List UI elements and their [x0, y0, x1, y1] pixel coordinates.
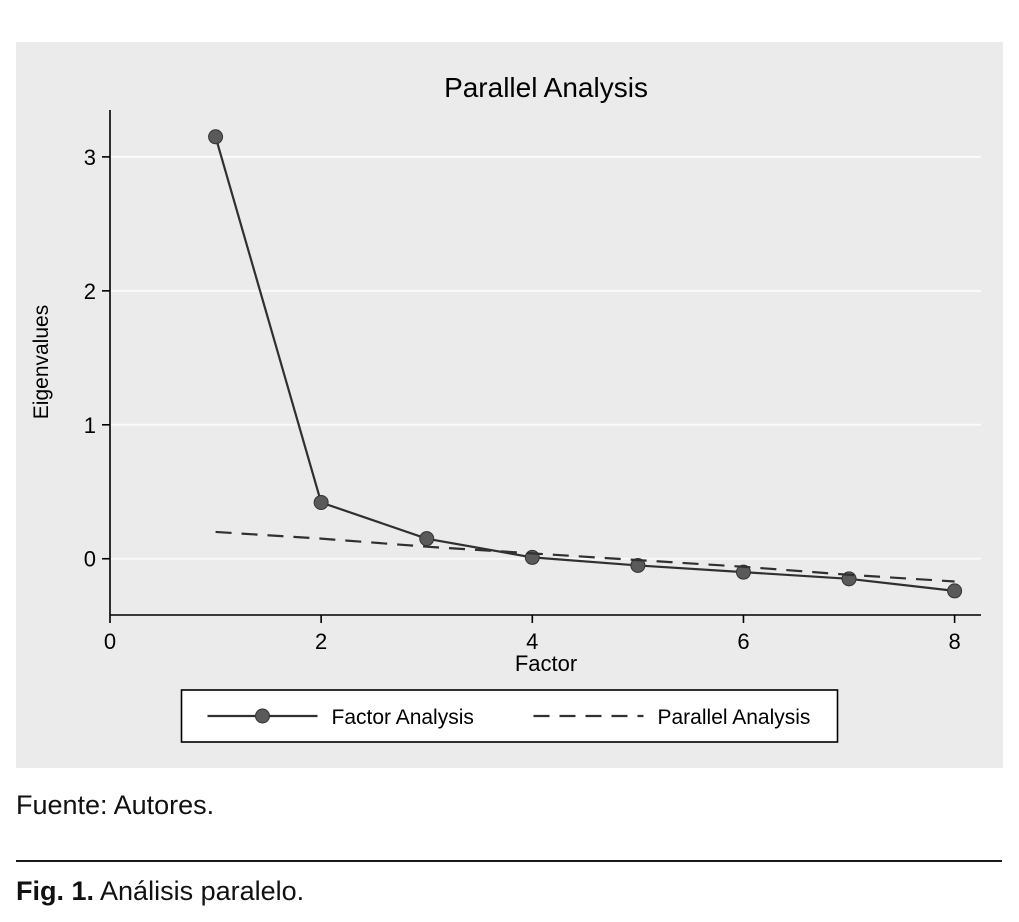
svg-text:0: 0	[104, 629, 116, 654]
figure-caption-text: Análisis paralelo.	[94, 876, 305, 906]
svg-text:3: 3	[84, 145, 96, 170]
svg-text:1: 1	[84, 413, 96, 438]
svg-text:0: 0	[84, 547, 96, 572]
plot-area: 0 1 2 3 0 2 4 6 8 Factor Analysis Parallel Analysi…	[84, 110, 981, 743]
svg-text:6: 6	[737, 629, 749, 654]
chart-panel: 0 1 2 3 0 2 4 6 8 Factor Analysis Parallel Analysi…	[16, 42, 1003, 768]
svg-text:Parallel Analysis: Parallel Analysis	[658, 706, 811, 729]
parallel-analysis-chart: 0 1 2 3 0 2 4 6 8 Factor Analysis Parallel Analysi…	[30, 72, 981, 743]
y-axis-label: Eigenvalues	[30, 305, 53, 419]
x-axis-label: Factor	[515, 651, 577, 676]
figure-number-label: Fig. 1.	[16, 876, 95, 906]
svg-text:2: 2	[84, 279, 96, 304]
svg-text:Factor Analysis: Factor Analysis	[332, 706, 474, 729]
svg-text:8: 8	[948, 629, 960, 654]
chart-title: Parallel Analysis	[444, 72, 648, 103]
figure-caption: Fig. 1. Análisis paralelo.	[16, 876, 304, 907]
svg-text:2: 2	[315, 629, 327, 654]
source-note: Fuente: Autores.	[16, 790, 215, 820]
caption-divider	[16, 860, 1002, 862]
svg-text:4: 4	[526, 629, 538, 654]
